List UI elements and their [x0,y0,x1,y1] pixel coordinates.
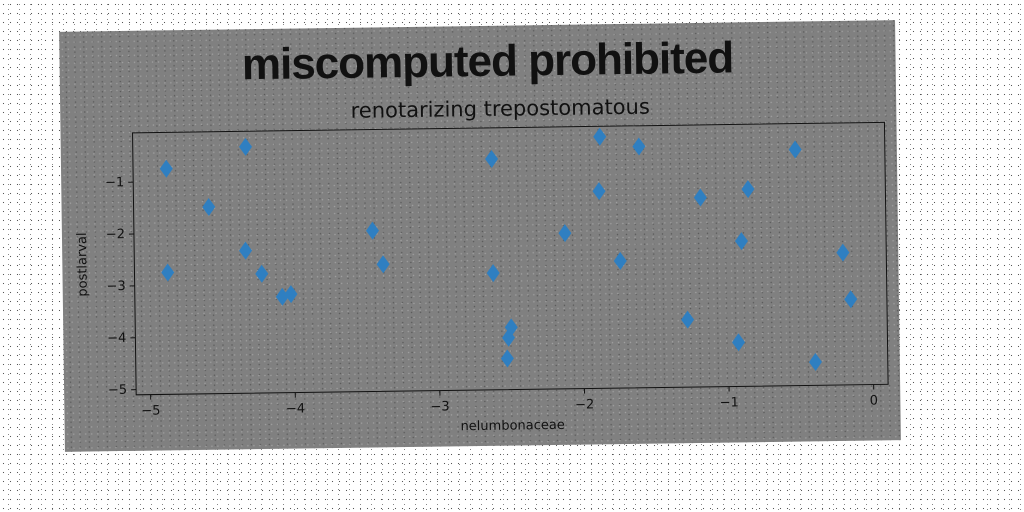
y-axis-label: postlarval [75,232,91,296]
x-tick-label: −3 [430,399,449,414]
x-tick-label: 0 [870,393,878,408]
scatter-point [593,127,607,146]
scatter-point [500,349,514,368]
plot-frame [132,121,889,396]
scatter-point [693,188,707,207]
scatter-point [202,198,216,217]
x-axis-label: nelumbonaceae [460,418,564,434]
scatter-point [632,137,646,156]
axis-ticks: −5 −4 −3 −2 −1 0 −5 −4 −3 −2 −1 [105,175,878,418]
scatter-point [741,180,755,199]
x-tick-label: −4 [286,401,305,416]
y-tick-label: −3 [106,279,125,294]
scatter-point [734,232,748,251]
y-tick-label: −2 [106,227,125,242]
scatter-point [239,137,253,156]
x-tick-label: −5 [141,403,160,418]
chart-figure: miscomputed prohibited renotarizing trep… [59,20,901,452]
scatter-point [504,318,518,337]
data-points [159,127,858,371]
scatter-point [161,263,175,282]
scatter-point [732,333,746,352]
y-tick-label: −1 [105,175,124,190]
x-tick-label: −2 [575,397,594,412]
scatter-point [844,290,858,309]
y-tick-label: −5 [108,383,127,398]
chart-title: miscomputed prohibited [242,33,734,89]
y-tick-label: −4 [107,331,126,346]
scatter-point [366,221,380,240]
scatter-point [275,287,289,306]
scatter-point [485,149,499,168]
scatter-point [613,251,627,270]
scatter-point [239,241,253,260]
scatter-point [558,224,572,243]
scatter-point [592,182,606,201]
scatter-chart: miscomputed prohibited renotarizing trep… [75,33,889,434]
x-tick-label: −1 [720,395,739,410]
scatter-point [255,264,269,283]
scatter-point [376,255,390,274]
scatter-point [502,328,516,347]
scatter-point [788,140,802,159]
scatter-point [486,264,500,283]
scatter-point [681,310,695,329]
scatter-point [836,243,850,262]
scatter-point [284,285,298,304]
scatter-point [808,352,822,371]
scatter-point [159,159,173,178]
chart-subtitle: renotarizing trepostomatous [350,95,649,123]
